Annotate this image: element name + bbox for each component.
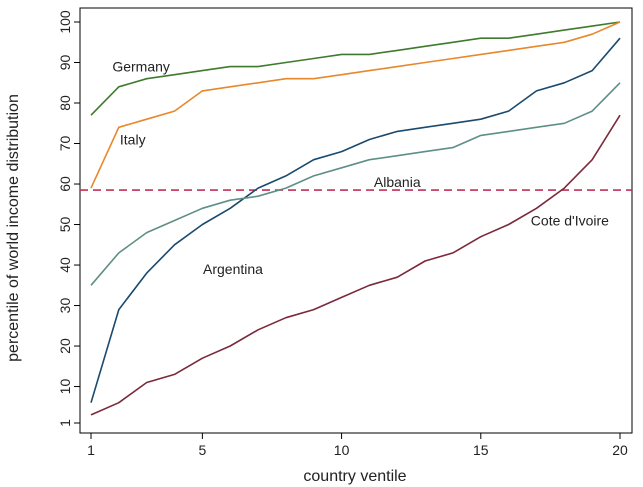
- y-tick-label: 10: [57, 379, 73, 395]
- annotation-labels: Germany Italy Albania Cote d'Ivoire Argentin…: [112, 59, 609, 278]
- series-line-cote-d-ivoire: [90, 114, 621, 416]
- y-tick-label: 60: [57, 176, 73, 192]
- series-line-italy: [90, 21, 621, 189]
- x-tick-label: 5: [198, 442, 206, 458]
- series-line: [90, 82, 621, 286]
- y-tick-label: 80: [57, 95, 73, 111]
- x-tick-label: 20: [612, 442, 628, 458]
- y-tick-label: 100: [57, 10, 73, 34]
- plot-area-border: [79, 7, 633, 434]
- y-axis: 1 10 20 30 40 50 60 70 80 90 100: [57, 10, 80, 427]
- x-tick-label: 1: [87, 442, 95, 458]
- plot-frame: [79, 7, 633, 434]
- series-annotation-label: Argentina: [203, 261, 263, 277]
- y-tick-label: 70: [57, 136, 73, 152]
- y-tick-label: 40: [57, 257, 73, 273]
- series-annotation-label: Cote d'Ivoire: [531, 212, 609, 228]
- y-tick-label: 90: [57, 55, 73, 71]
- x-tick-label: 15: [473, 442, 489, 458]
- y-tick-label: 30: [57, 298, 73, 314]
- x-axis-title: country ventile: [303, 468, 406, 485]
- series-line-argentina: [90, 37, 621, 403]
- y-tick-label: 20: [57, 338, 73, 354]
- y-tick-label: 50: [57, 217, 73, 233]
- x-axis: 1 5 10 15 20: [87, 433, 628, 458]
- series-annotation-label: Albania: [374, 174, 421, 190]
- x-tick-label: 10: [334, 442, 350, 458]
- series-lines: [90, 21, 621, 416]
- series-line-germany: [90, 21, 621, 116]
- series-annotation-label: Germany: [112, 59, 170, 75]
- series-annotation-label: Italy: [120, 131, 146, 147]
- y-tick-label: 1: [57, 419, 73, 427]
- y-axis-title: percentile of world income distribution: [5, 94, 22, 362]
